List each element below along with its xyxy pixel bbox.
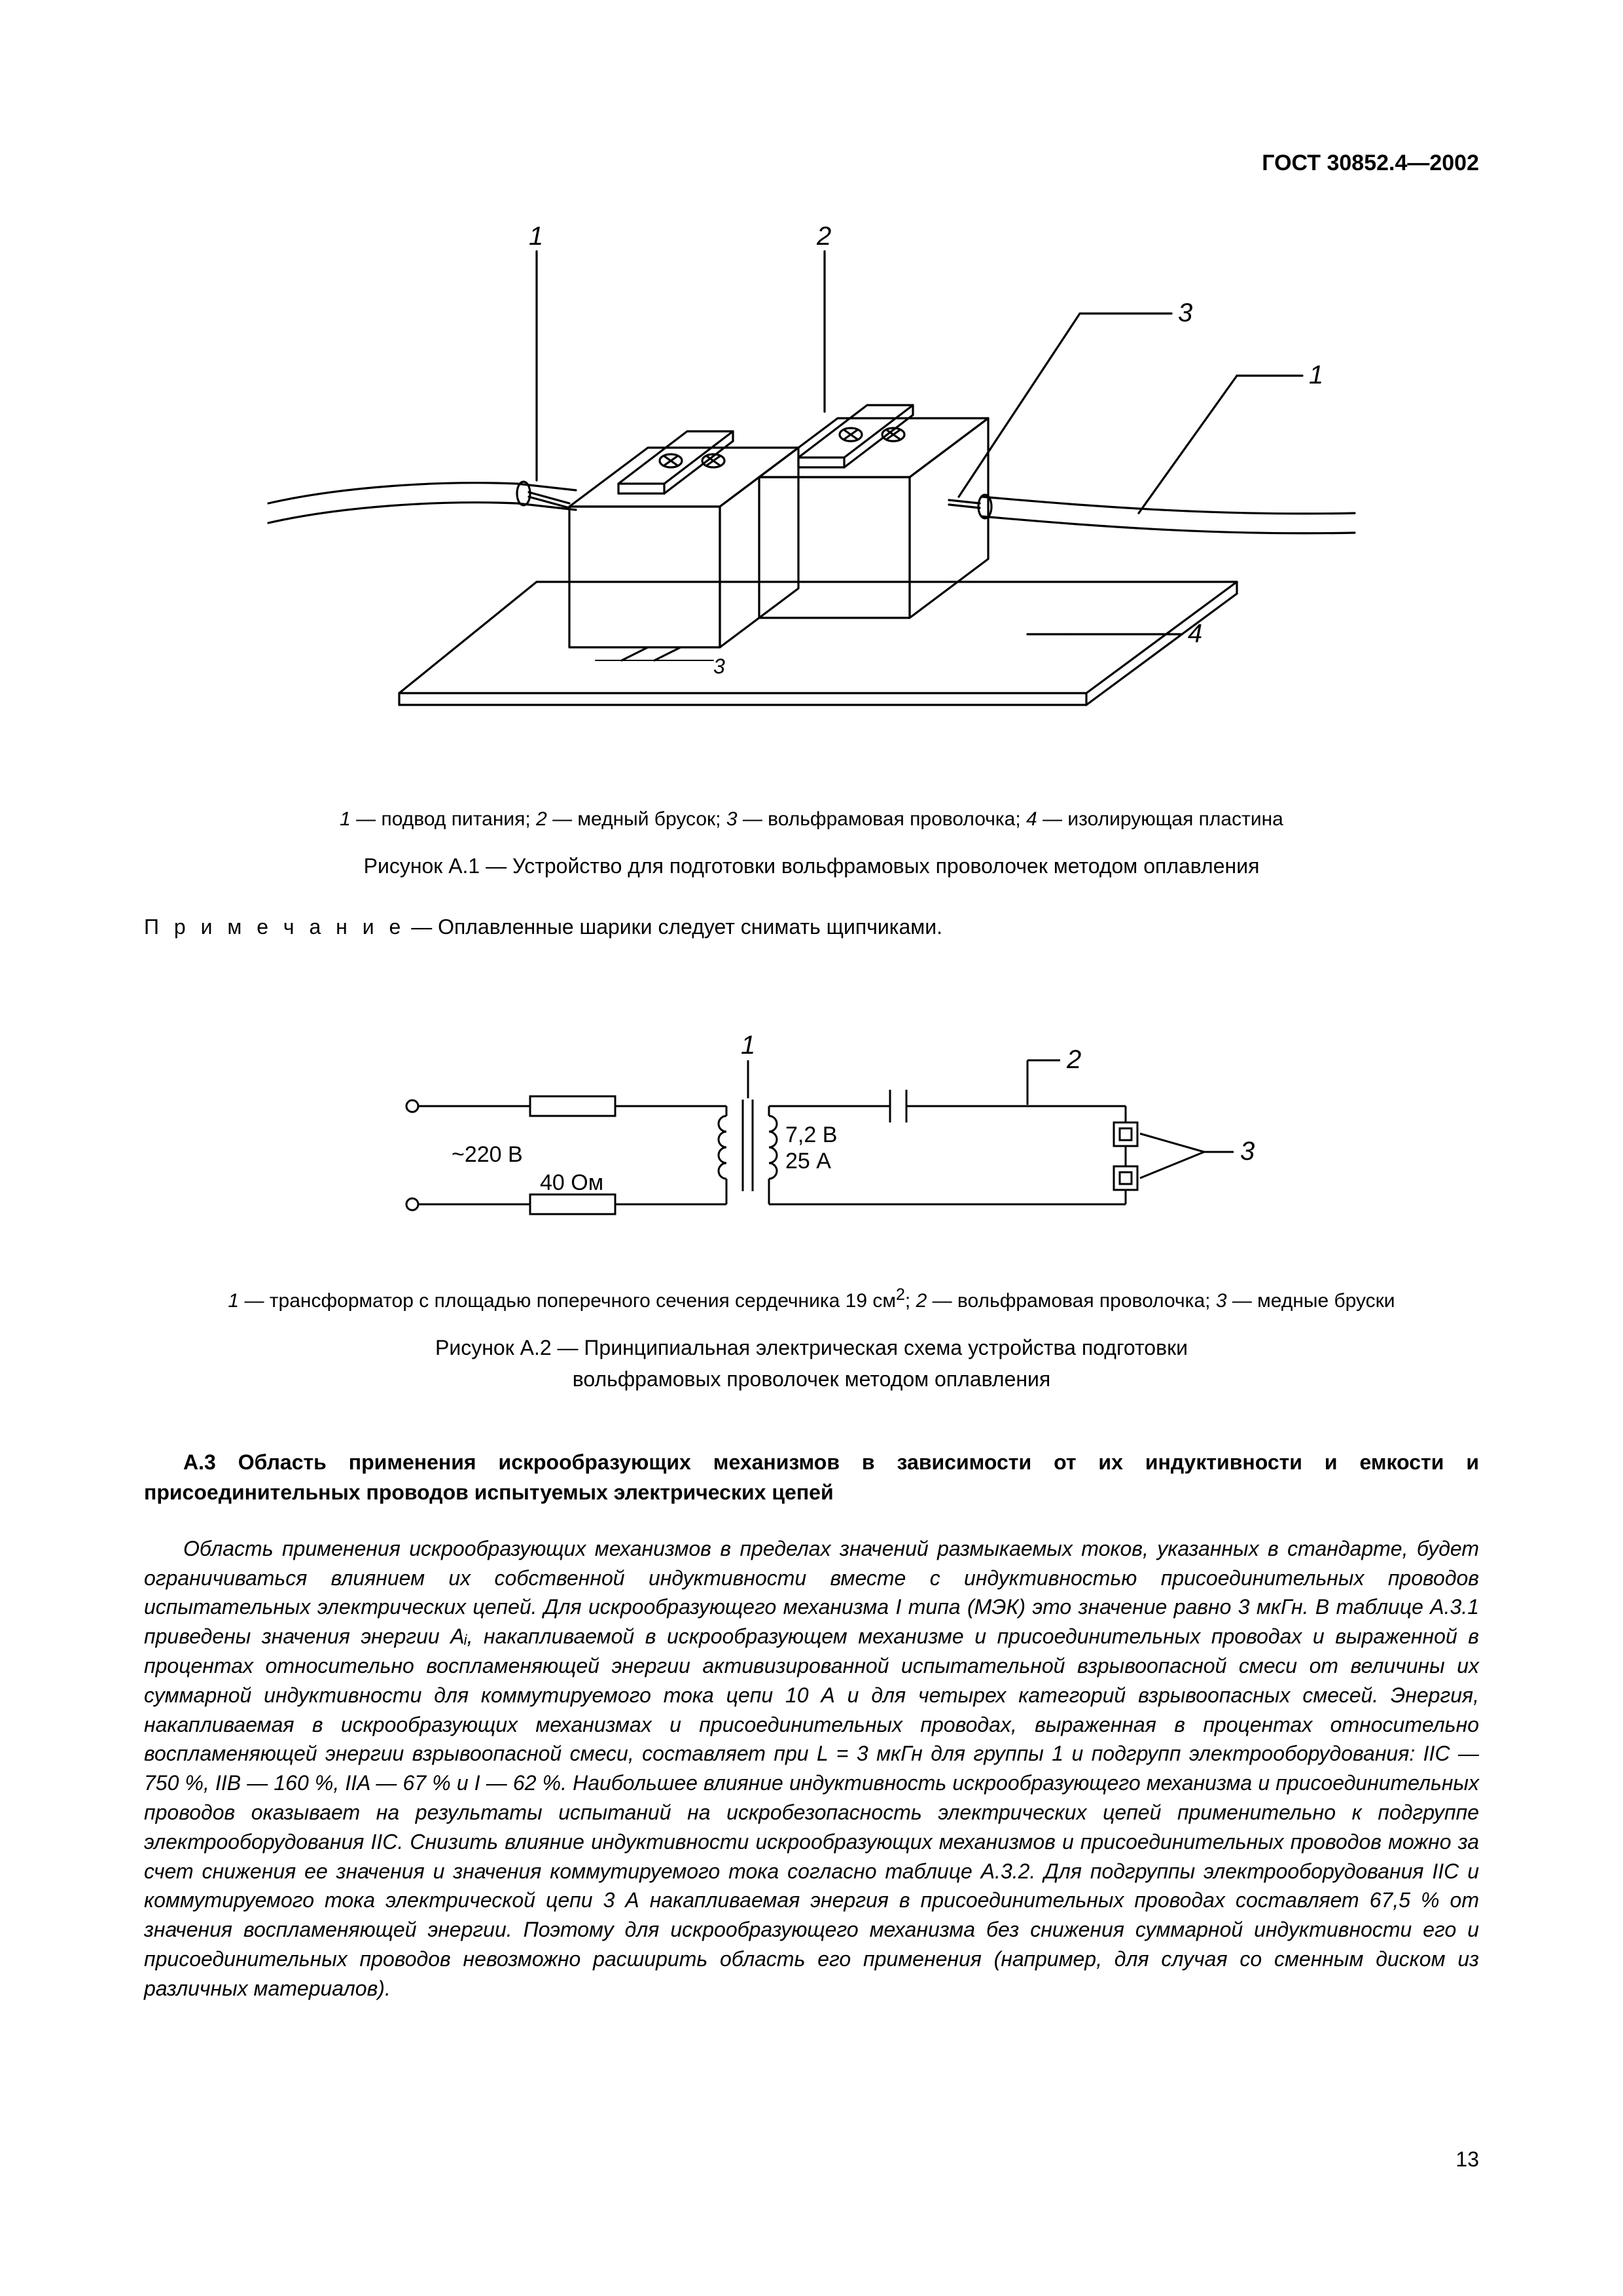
fig2-sec-i: 25 А (785, 1149, 831, 1174)
document-id: ГОСТ 30852.4—2002 (144, 151, 1479, 176)
fig1-label-2: 2 (816, 222, 831, 251)
figure-a2: ~220 В 40 Ом 7,2 В 25 А 1 2 3 (144, 1021, 1479, 1260)
figure-a2-caption: Рисунок А.2 — Принципиальная электрическ… (144, 1332, 1479, 1395)
page-number: 13 (1455, 2147, 1479, 2172)
fig1-label-1l: 1 (529, 222, 543, 251)
figure-a1-svg: 1 2 3 1 4 3 (255, 215, 1368, 778)
figure-a2-legend: 1 — трансформатор с площадью поперечного… (144, 1283, 1479, 1316)
fig1-label-3t: 3 (1178, 298, 1192, 327)
note-a1: П р и м е ч а н и е — Оплавленные шарики… (144, 911, 1479, 942)
fig2-label-1: 1 (741, 1031, 755, 1060)
fig1-label-4: 4 (1188, 619, 1202, 648)
figure-a2-svg: ~220 В 40 Ом 7,2 В 25 А 1 2 3 (321, 1021, 1302, 1257)
section-a3-heading: А.3 Область применения искрообразующих м… (144, 1447, 1479, 1508)
fig2-label-2: 2 (1066, 1045, 1081, 1074)
fig1-label-3b: 3 (713, 655, 725, 678)
fig1-label-1r: 1 (1309, 361, 1323, 389)
fig2-sec-v: 7,2 В (785, 1122, 837, 1147)
figure-a1: 1 2 3 1 4 3 (144, 215, 1479, 781)
figure-a1-caption: Рисунок А.1 — Устройство для подготовки … (144, 850, 1479, 882)
figure-a1-legend: 1 — подвод питания; 2 — медный брусок; 3… (144, 804, 1479, 834)
fig2-resistor: 40 Ом (540, 1170, 603, 1195)
fig2-voltage-in: ~220 В (452, 1142, 523, 1167)
section-a3-body: Область применения искрообразующих механ… (144, 1534, 1479, 2003)
fig2-label-3: 3 (1240, 1137, 1255, 1166)
